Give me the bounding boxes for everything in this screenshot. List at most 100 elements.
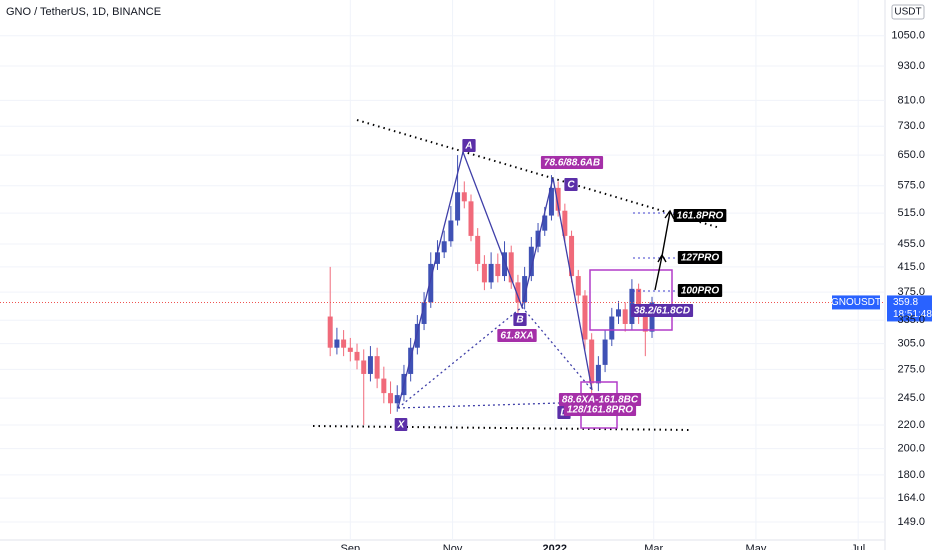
annotations: ABCDX78.6/88.6AB61.8XA88.6XA-161.8BC128/… [394,139,727,431]
annotation-bg [677,284,723,297]
candle-body [361,360,367,374]
grid [0,0,885,540]
y-tick-label: 415.0 [897,261,925,273]
candle-body [381,378,387,394]
candle-body [341,339,347,348]
annotation-bg [630,304,694,317]
candle-body [508,252,514,283]
candle-body [394,395,400,404]
annotation-bg [540,156,604,169]
candle-body [481,263,487,283]
candle-body [602,339,608,365]
candle-body [622,309,628,324]
x-tick-label: Mar [644,543,663,550]
candle-body [374,356,380,379]
candle-body [468,201,474,236]
candle-body [388,393,394,404]
candle-body [609,316,615,340]
candle-body [495,263,501,277]
y-tick-label: 275.0 [897,363,925,375]
y-tick-label: 335.0 [897,314,925,326]
y-tick-label: 455.0 [897,238,925,250]
candle-body [562,210,568,236]
annotation: 61.8XA [500,331,533,342]
pattern-line [397,149,593,409]
candle-body [569,235,575,277]
annotation: 161.8PRO [677,211,724,222]
symbol-box [832,295,880,310]
annotation: C [567,180,575,191]
candle-body [327,316,333,348]
candle-body [414,323,420,348]
candle-body [528,246,534,277]
annotation-bg [497,329,537,342]
candle-body [555,187,561,211]
annotation: 78.6/88.6AB [544,158,600,169]
candle-body [595,364,601,384]
candle-body [461,192,467,202]
candle-body [455,192,461,221]
arrow [654,209,675,291]
candle-body [448,220,454,242]
y-tick-label: 810.0 [897,94,925,106]
annotation: 100PRO [681,286,720,297]
annotation-bg [394,418,408,431]
x-tick-label: Jul [851,543,865,550]
candle-body [488,263,494,283]
x-tick-label: May [746,543,767,550]
candle-body [354,351,360,361]
y-tick-label: 180.0 [897,469,925,481]
candle-body [642,316,648,332]
annotation-bg [563,403,637,416]
annotation: B [516,315,523,326]
candle-body [434,252,440,264]
annotation: 88.6XA-161.8BC [562,395,639,406]
annotation: 128/161.8PRO [567,405,633,416]
annotation-bg [677,251,723,264]
annotation: A [464,141,472,152]
y-tick-label: 220.0 [897,419,925,431]
y-tick-label: 730.0 [897,120,925,132]
x-tick-label: 2022 [543,543,567,550]
y-tick-label: 930.0 [897,60,925,72]
candle-body [502,252,508,277]
candle-body [515,282,521,303]
countdown: 18:51:48 [893,309,932,320]
y-tick-label: 200.0 [897,443,925,455]
y-tick-label: 149.0 [897,516,925,528]
y-tick-label: 515.0 [897,207,925,219]
candle-body [441,241,447,253]
candle-body [475,235,481,264]
candle-body [636,288,642,317]
candle-body [428,263,434,303]
candle-body [347,347,353,352]
price-label: 359.8 [893,297,918,308]
price-box [887,295,932,322]
currency: USDT [894,7,921,18]
y-tick-label: 245.0 [897,392,925,404]
candle-body [367,356,373,374]
chart-title: GNO / TetherUS, 1D, BINANCE [6,6,161,18]
candle-body [421,302,427,324]
candle-body [334,339,340,348]
annotation-bg [513,313,527,326]
candles [327,155,655,425]
zone-box [589,269,673,331]
candle-body [615,309,621,317]
currency-box [891,4,925,20]
annotation-bg [462,139,476,152]
candle-body [542,215,548,231]
annotation-bg [558,393,642,406]
x-tick-label: Nov [443,543,463,550]
candle-body [582,295,588,340]
annotation-bg [673,209,727,222]
x-tick-label: Sep [341,543,361,550]
y-tick-label: 1050.0 [891,30,925,42]
candle-body [522,276,528,303]
price-marker: GNOUSDT 359.818:51:48 [0,295,932,322]
candle-body [548,187,554,216]
annotation-bg [564,178,578,191]
candle-body [589,339,595,384]
